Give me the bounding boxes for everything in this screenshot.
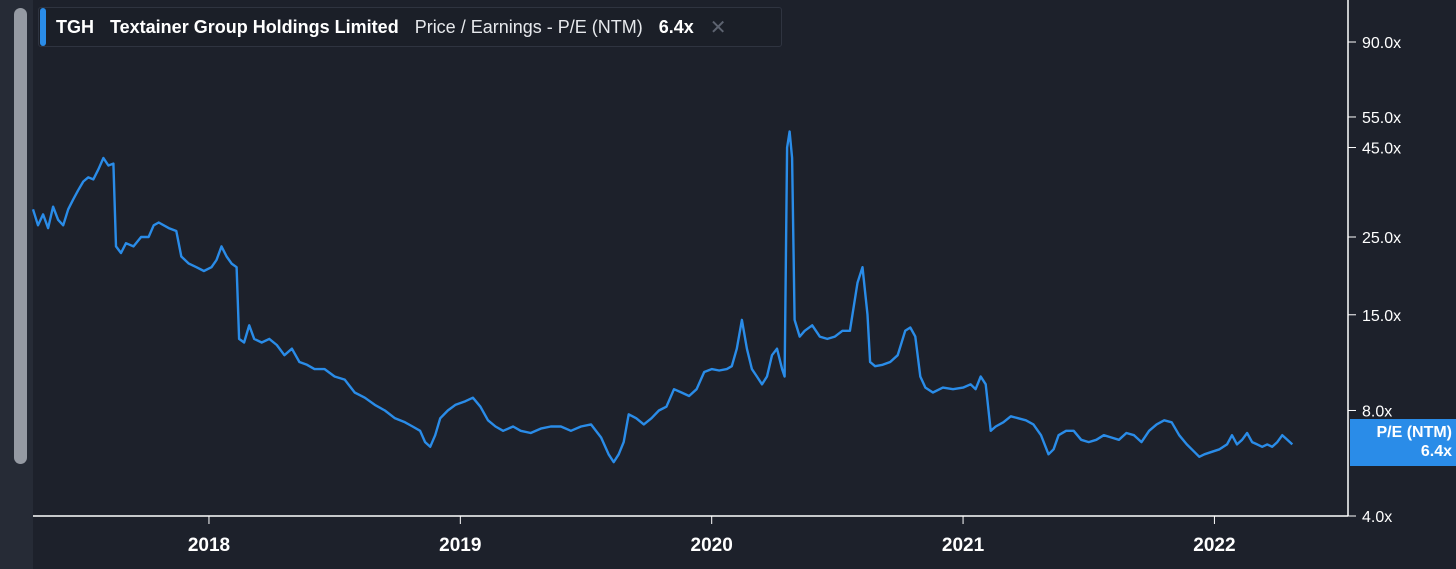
legend-ticker: TGH	[56, 16, 94, 37]
y-tick-label: 45.0x	[1362, 141, 1401, 158]
badge-label: P/E (NTM)	[1376, 424, 1452, 441]
legend-panel: TGH Textainer Group Holdings Limited Pri…	[38, 7, 782, 47]
close-icon[interactable]: ✕	[709, 16, 727, 39]
legend-swatch	[40, 8, 46, 46]
scrollbar-thumb[interactable]	[14, 8, 27, 464]
pe-series-line	[31, 130, 1294, 464]
x-tick-label: 2019	[439, 535, 481, 556]
chart-panel	[33, 0, 1456, 569]
badge-value: 6.4x	[1420, 443, 1452, 460]
x-tick-label: 2022	[1193, 535, 1235, 556]
x-tick-label: 2018	[188, 535, 230, 556]
y-tick-label: 55.0x	[1362, 110, 1401, 127]
left-rail	[0, 0, 33, 569]
legend-company: Textainer Group Holdings Limited	[110, 16, 399, 37]
y-tick-label: 8.0x	[1362, 403, 1392, 420]
y-tick-label: 90.0x	[1362, 35, 1401, 52]
legend-metric: Price / Earnings - P/E (NTM)	[414, 16, 643, 37]
x-tick-label: 2021	[942, 535, 985, 556]
x-tick-label: 2020	[691, 535, 733, 556]
legend-value: 6.4x	[658, 16, 694, 37]
y-tick-label: 15.0x	[1362, 308, 1401, 325]
y-tick-label: 25.0x	[1362, 230, 1401, 247]
last-value-badge: P/E (NTM) 6.4x	[1350, 419, 1456, 466]
x-axis: 2018 2019 2020 2021 2022	[33, 0, 1349, 556]
y-tick-label: 4.0x	[1362, 509, 1392, 526]
